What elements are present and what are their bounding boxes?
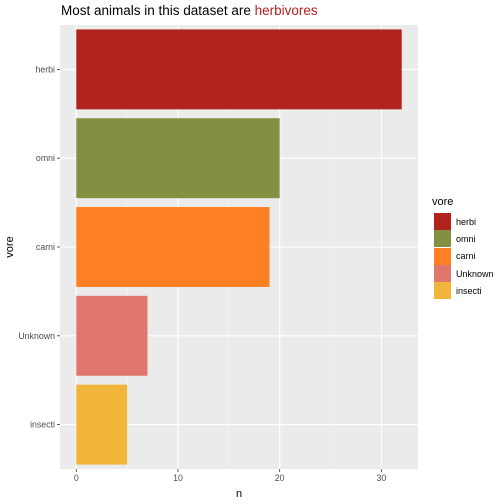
y-tick-label: insecti (30, 420, 55, 430)
x-axis-title: n (236, 488, 242, 500)
legend-title: vore (432, 196, 454, 208)
bar-carni (76, 207, 270, 287)
legend-swatch (434, 247, 451, 265)
y-axis-title: vore (4, 236, 16, 257)
chart-title: Most animals in this dataset are herbivo… (61, 3, 318, 18)
legend-item-unknown: Unknown (434, 265, 494, 283)
legend-item-insecti: insecti (434, 282, 494, 300)
legend-label: carni (456, 251, 476, 262)
bar-unknown (76, 295, 148, 376)
x-tick-label: 30 (376, 473, 386, 483)
legend-item-herbi: herbi (434, 213, 494, 231)
bar-omni (76, 118, 280, 199)
title-highlight: herbivores (254, 3, 318, 18)
y-tick-label: herbi (35, 64, 55, 74)
legend-swatch (434, 230, 451, 248)
legend: vore herbi omni carni Unknown insecti (432, 196, 494, 300)
legend-swatch (434, 265, 451, 283)
x-tick-label: 20 (275, 473, 285, 483)
y-tick-label: Unknown (18, 331, 55, 341)
title-prefix: Most animals in this dataset are (61, 3, 255, 18)
legend-label: omni (456, 233, 476, 244)
legend-item-carni: carni (434, 247, 494, 265)
x-tick-label: 10 (173, 473, 183, 483)
legend-swatch (434, 213, 451, 231)
y-tick-label: carni (36, 242, 55, 252)
bars-group (76, 29, 402, 465)
bar-insecti (76, 384, 128, 465)
y-tick-label: omni (36, 153, 55, 163)
x-axis: 0 10 20 30 (74, 469, 386, 483)
bar-herbi (76, 29, 402, 110)
legend-label: Unknown (456, 268, 494, 279)
legend-label: insecti (456, 285, 482, 296)
legend-swatch (434, 282, 451, 300)
x-tick-label: 0 (74, 473, 79, 483)
legend-label: herbi (456, 216, 477, 227)
legend-items: herbi omni carni Unknown insecti (434, 213, 494, 300)
y-axis: herbi omni carni Unknown insecti (18, 64, 60, 430)
legend-item-omni: omni (434, 230, 494, 248)
